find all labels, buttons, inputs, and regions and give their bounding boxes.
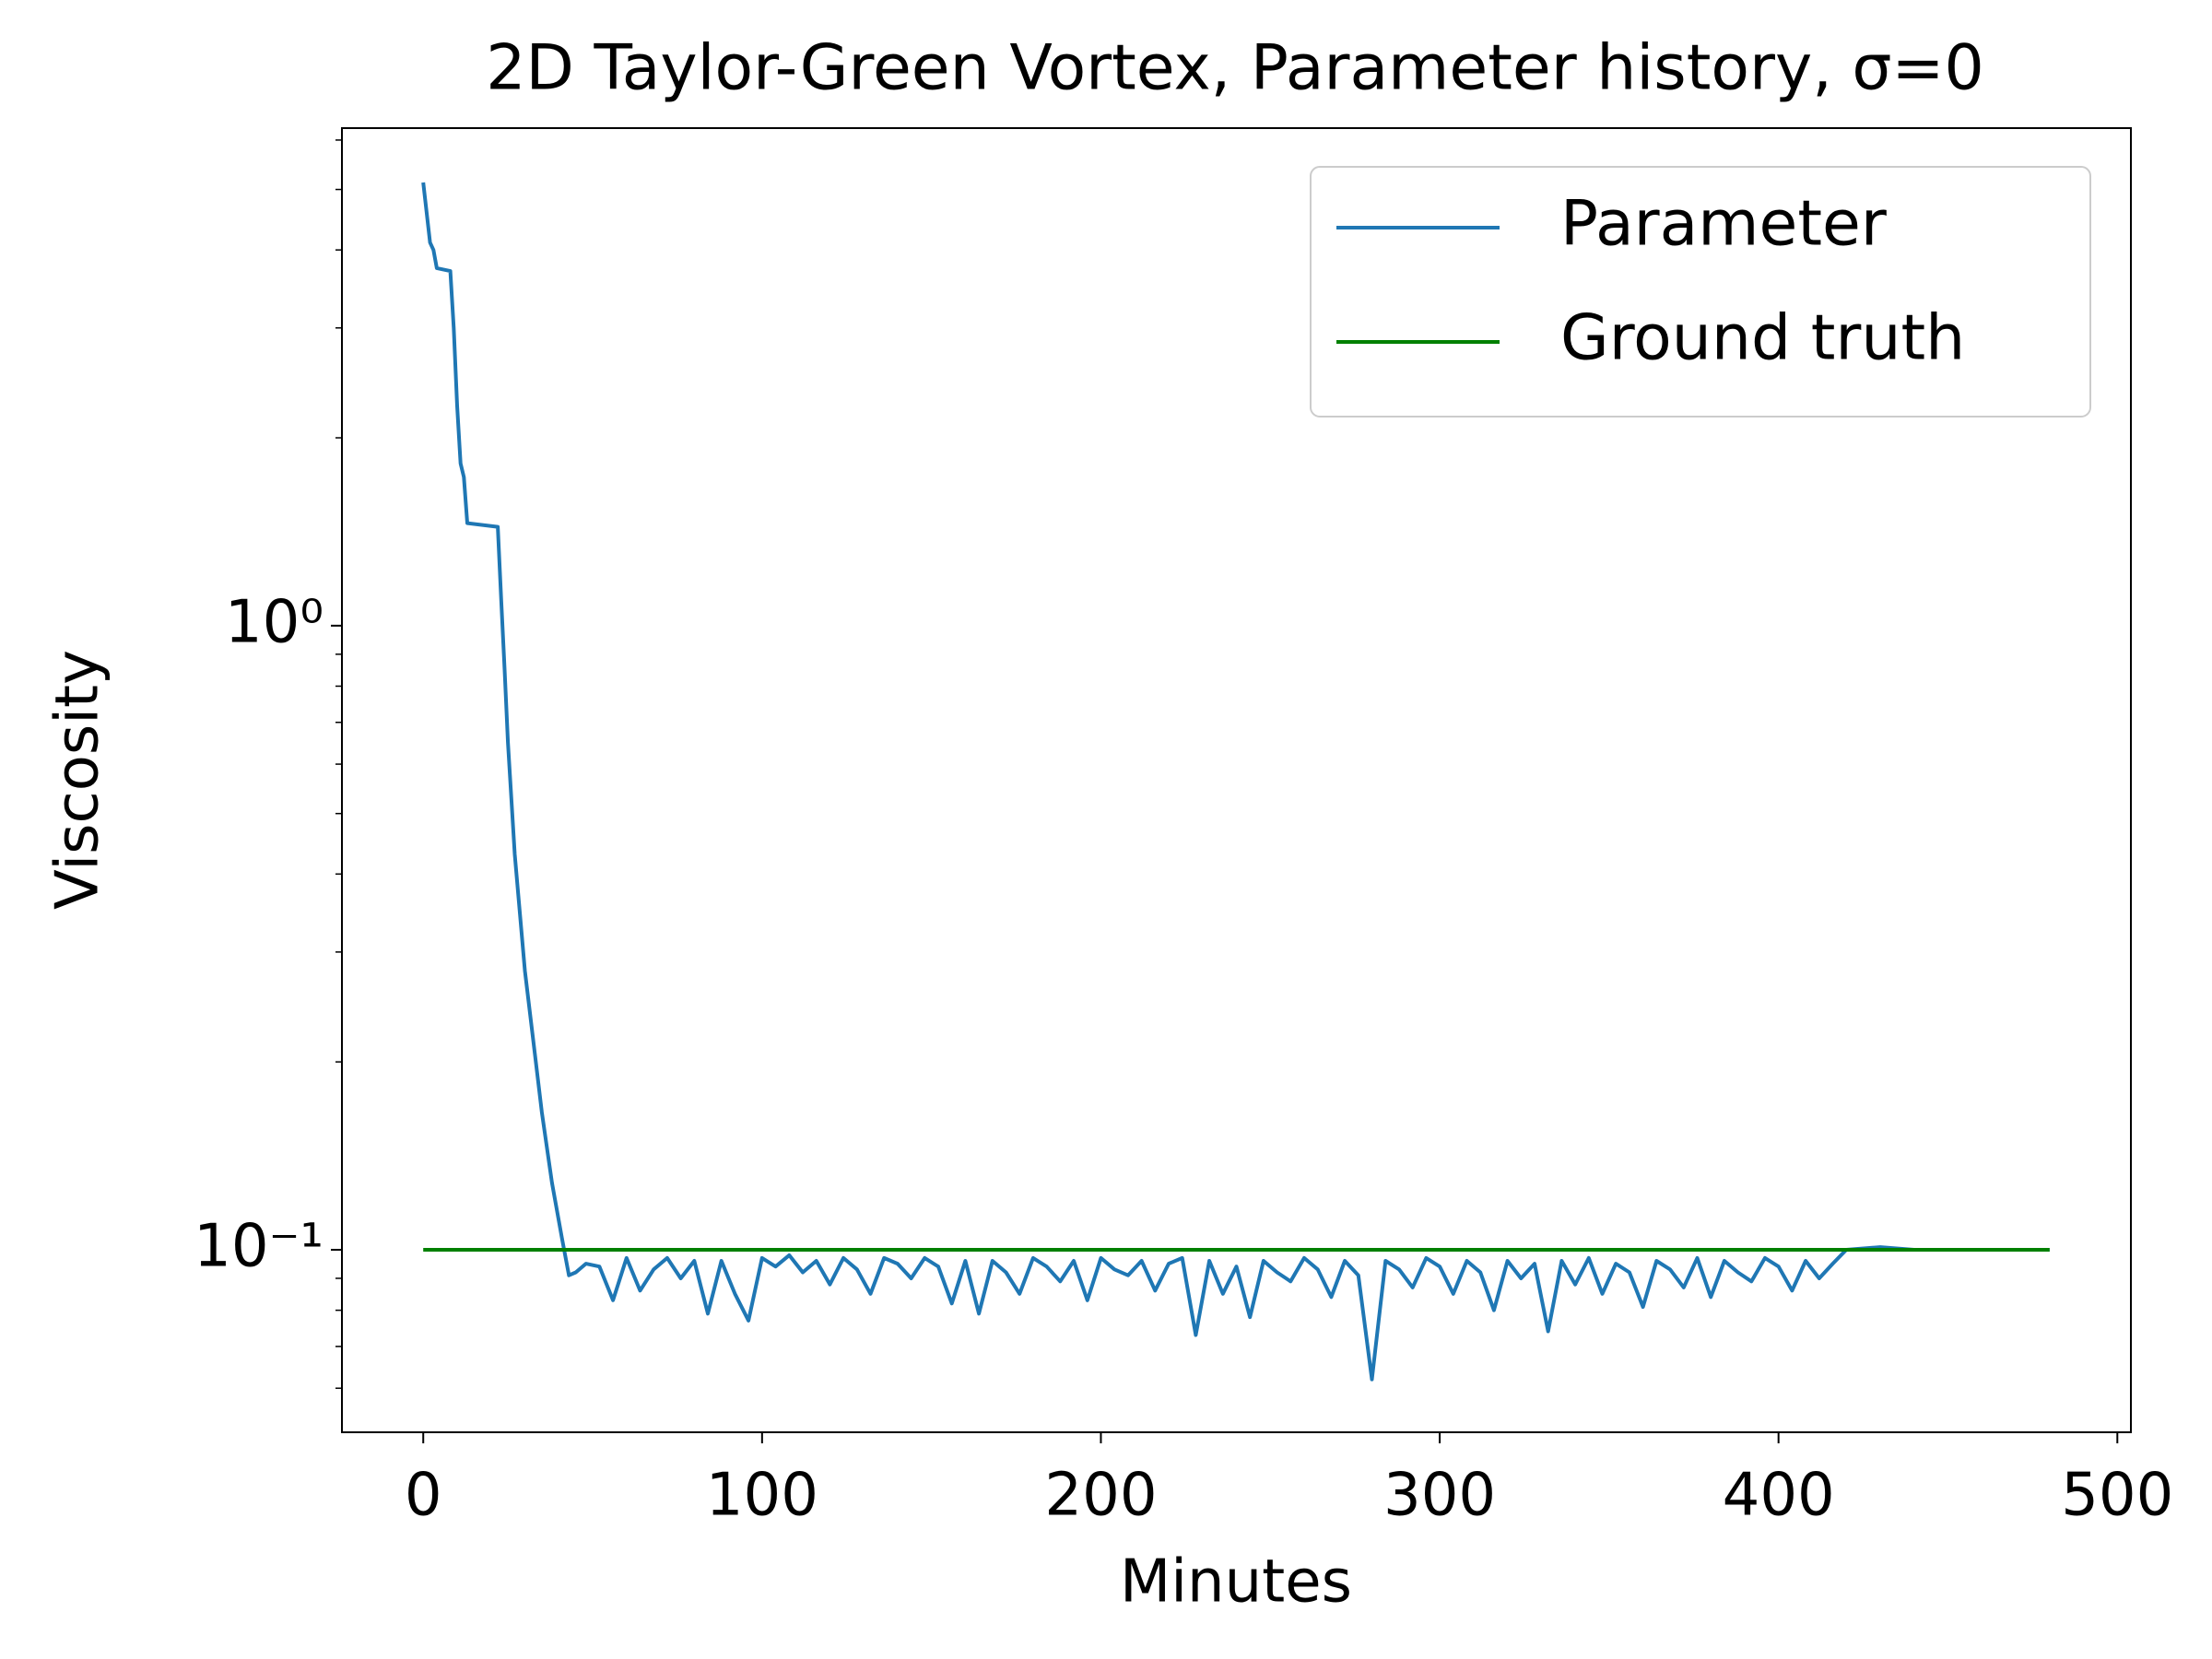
x-tick-label: 500: [2061, 1462, 2173, 1530]
x-tick-label: 400: [1723, 1462, 1835, 1530]
legend-label: Ground truth: [1560, 302, 1965, 375]
line-series: [421, 182, 2050, 1382]
legend-label: Parameter: [1560, 188, 1887, 261]
y-axis-label: Viscosity: [44, 650, 112, 910]
x-tick-label: 200: [1044, 1462, 1157, 1530]
chart-title: 2D Taylor-Green Vortex, Parameter histor…: [486, 32, 1984, 105]
y-tick-label: 10⁰: [225, 588, 324, 656]
plot-frame: [341, 127, 2132, 1433]
x-tick-label: 100: [706, 1462, 818, 1530]
x-axis-label: Minutes: [1120, 1548, 1352, 1617]
x-tick-label: 0: [405, 1462, 442, 1530]
x-tick-label: 300: [1383, 1462, 1496, 1530]
legend-box: [1310, 166, 2091, 418]
y-tick-label: 10⁻¹: [194, 1213, 324, 1281]
